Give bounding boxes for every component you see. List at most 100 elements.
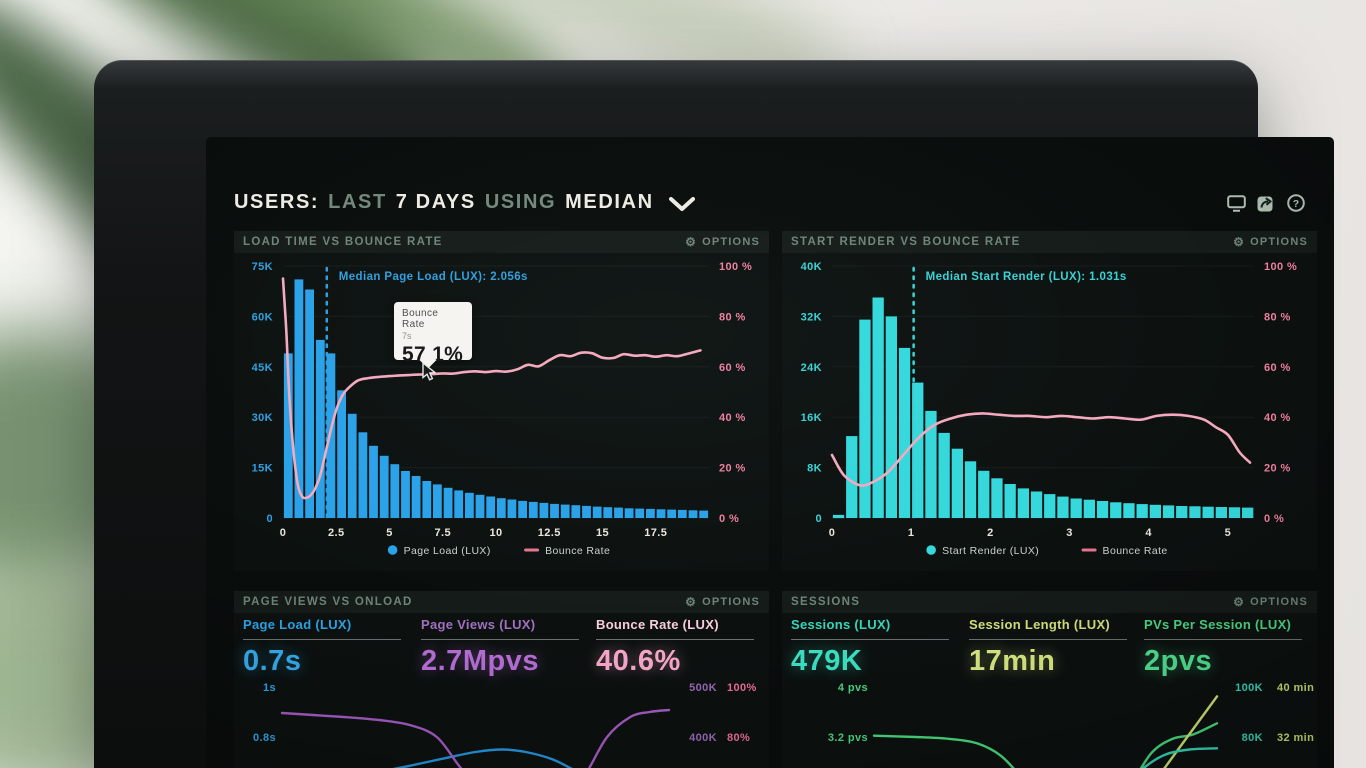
metric-value: 479K (791, 645, 863, 677)
svg-text:5: 5 (386, 527, 393, 539)
panel-title: LOAD TIME VS BOUNCE RATE (243, 236, 443, 248)
dashboard-screen: USERS: LAST 7 DAYS USING MEDIAN ? (206, 137, 1334, 768)
svg-text:17.5: 17.5 (644, 527, 667, 539)
metric-underline (969, 639, 1127, 640)
svg-text:24K: 24K (801, 362, 822, 374)
metric-page-views: Page Views (LUX) 2.7Mpvs (421, 617, 587, 678)
page-title: USING (484, 190, 557, 213)
svg-text:75K: 75K (252, 261, 273, 273)
svg-text:80 %: 80 % (719, 311, 746, 323)
metric-value: 2pvs (1144, 645, 1213, 677)
metric-bounce-rate: Bounce Rate (LUX) 40.6% (596, 617, 762, 678)
svg-text:Median Page Load (LUX): 2.056s: Median Page Load (LUX): 2.056s (339, 271, 528, 283)
svg-text:15: 15 (596, 527, 609, 539)
svg-text:40 %: 40 % (719, 412, 746, 424)
panel-header: SESSIONS ⚙ OPTIONS (782, 591, 1317, 613)
svg-text:100 %: 100 % (1264, 261, 1297, 273)
page-title: MEDIAN (565, 190, 654, 213)
start-render-histogram: 40K 32K 24K 16K 8K 0 100 % 80 % 60 % 40 % 20 % 0 % 0… (782, 253, 1317, 571)
svg-text:20 %: 20 % (719, 463, 746, 475)
options-label: OPTIONS (702, 236, 760, 248)
svg-text:8K: 8K (807, 463, 822, 475)
panel-title: PAGE VIEWS VS ONLOAD (243, 596, 413, 608)
metric-value: 0.7s (243, 645, 302, 677)
metric-label: PVs Per Session (LUX) (1144, 617, 1292, 632)
svg-text:32K: 32K (801, 311, 822, 323)
svg-text:Bounce Rate: Bounce Rate (1103, 545, 1168, 557)
metric-value: 17min (969, 645, 1056, 677)
svg-text:4: 4 (1145, 527, 1152, 539)
metric-label: Sessions (LUX) (791, 617, 891, 632)
page-title: LAST (328, 190, 387, 213)
load-time-histogram: 75K 60K 45K 30K 15K 0 100 % 80 % 60 % 40 % 20 % 0 %… (234, 253, 769, 571)
svg-text:12.5: 12.5 (538, 527, 561, 539)
metric-sessions: Sessions (LUX) 479K (791, 617, 957, 678)
options-label: OPTIONS (1250, 236, 1308, 248)
date-range-dropdown[interactable]: USERS: LAST 7 DAYS USING MEDIAN (234, 187, 695, 217)
svg-text:32 min: 32 min (1277, 732, 1314, 744)
chevron-down-icon (668, 196, 695, 211)
svg-text:2: 2 (987, 527, 994, 539)
metric-label: Page Load (LUX) (243, 617, 352, 632)
options-button[interactable]: ⚙ OPTIONS (685, 236, 760, 248)
metric-value: 2.7Mpvs (421, 645, 539, 677)
metric-underline (791, 639, 949, 640)
svg-text:0: 0 (815, 513, 822, 525)
page-title: 7 DAYS (395, 190, 476, 213)
svg-text:5: 5 (1225, 527, 1232, 539)
metric-underline (1144, 639, 1302, 640)
svg-text:60 %: 60 % (1264, 362, 1291, 374)
panel-title: SESSIONS (791, 596, 861, 608)
svg-text:4 pvs: 4 pvs (838, 682, 868, 694)
metric-page-load: Page Load (LUX) 0.7s (243, 617, 409, 678)
panel-header: LOAD TIME VS BOUNCE RATE ⚙ OPTIONS (234, 231, 769, 253)
share-icon[interactable] (1256, 193, 1276, 213)
start-render-vs-bounce-rate-svg: 40K 32K 24K 16K 8K 0 100 % 80 % 60 % 40 % 20 % 0 % 0… (801, 261, 1297, 557)
svg-text:40 min: 40 min (1277, 682, 1314, 694)
options-button[interactable]: ⚙ OPTIONS (1233, 596, 1308, 608)
svg-text:500K: 500K (689, 682, 717, 694)
tooltip-series: Bounce Rate (402, 308, 439, 330)
svg-text:16K: 16K (801, 412, 822, 424)
options-button[interactable]: ⚙ OPTIONS (1233, 236, 1308, 248)
svg-text:30K: 30K (252, 412, 273, 424)
options-button[interactable]: ⚙ OPTIONS (685, 596, 760, 608)
svg-text:400K: 400K (689, 732, 717, 744)
tooltip-value: 57.1% (402, 343, 464, 366)
svg-text:Start Render (LUX): Start Render (LUX) (942, 545, 1039, 557)
svg-text:100 %: 100 % (719, 261, 752, 273)
svg-text:15K: 15K (252, 463, 273, 475)
svg-text:0: 0 (829, 527, 836, 539)
svg-text:3: 3 (1066, 527, 1073, 539)
load-time-vs-bounce-rate-svg: 75K 60K 45K 30K 15K 0 100 % 80 % 60 % 40 % 20 % 0 %… (252, 261, 752, 557)
panel-start-render-vs-bounce-rate: START RENDER VS BOUNCE RATE ⚙ OPTIONS 40… (782, 231, 1317, 571)
svg-text:Bounce Rate: Bounce Rate (545, 545, 610, 557)
svg-text:40K: 40K (801, 261, 822, 273)
help-icon[interactable]: ? (1286, 193, 1306, 213)
panel-load-time-vs-bounce-rate: LOAD TIME VS BOUNCE RATE ⚙ OPTIONS 75K 60… (234, 231, 769, 571)
metric-underline (421, 639, 579, 640)
svg-text:?: ? (1293, 198, 1299, 210)
laptop-bezel: USERS: LAST 7 DAYS USING MEDIAN ? (94, 60, 1334, 768)
options-label: OPTIONS (1250, 596, 1308, 608)
display-icon[interactable] (1226, 193, 1246, 213)
panel-sessions: SESSIONS ⚙ OPTIONS Sessions (LUX) 479K S… (782, 591, 1317, 768)
svg-text:40 %: 40 % (1264, 412, 1291, 424)
svg-text:60 %: 60 % (719, 362, 746, 374)
svg-text:7.5: 7.5 (435, 527, 452, 539)
panel-header: PAGE VIEWS VS ONLOAD ⚙ OPTIONS (234, 591, 769, 613)
svg-text:80 %: 80 % (1264, 311, 1291, 323)
svg-text:0 %: 0 % (1264, 513, 1284, 525)
panel-header: START RENDER VS BOUNCE RATE ⚙ OPTIONS (782, 231, 1317, 253)
svg-text:10: 10 (489, 527, 502, 539)
svg-text:80K: 80K (1242, 732, 1263, 744)
svg-text:0: 0 (266, 513, 273, 525)
svg-text:0: 0 (280, 527, 287, 539)
mouse-cursor-icon (422, 362, 437, 381)
svg-text:Median Start Render (LUX): 1.0: Median Start Render (LUX): 1.031s (926, 271, 1127, 283)
svg-text:100K: 100K (1235, 682, 1263, 694)
